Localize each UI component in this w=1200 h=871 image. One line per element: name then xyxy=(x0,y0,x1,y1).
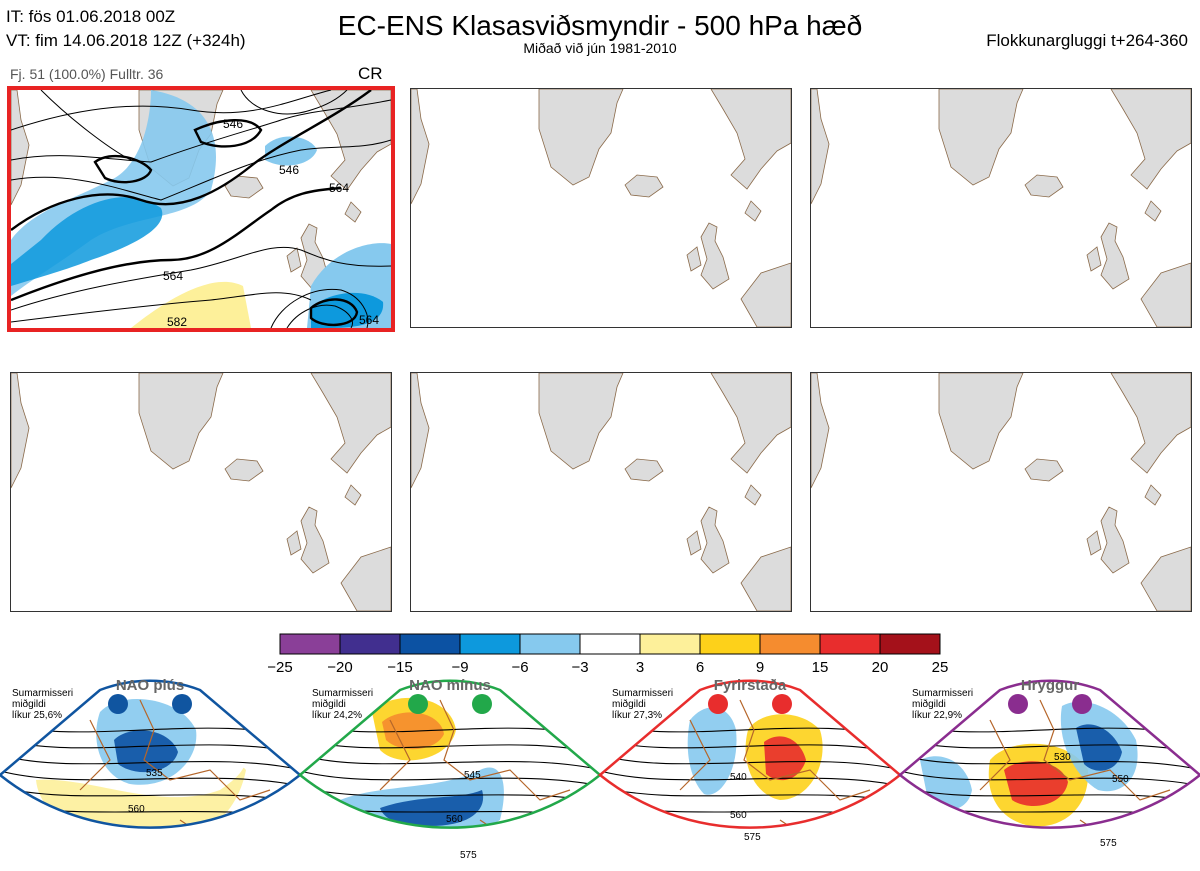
empty-panel-2[interactable] xyxy=(810,88,1192,328)
regime-median: miðgildi xyxy=(12,699,46,710)
classification-window: Flokkunargluggi t+264-360 xyxy=(986,31,1188,50)
main-map-panel[interactable]: 546 546 564 564 564 582 xyxy=(7,86,395,332)
regime-code: CR xyxy=(358,64,383,83)
main-map: 546 546 564 564 564 582 xyxy=(11,90,391,328)
regime-contour-label: 575 xyxy=(460,850,477,861)
colorbar-tick-label: −3 xyxy=(571,659,588,676)
colorbar-tick-label: 15 xyxy=(812,659,829,676)
colorbar-tick-label: −25 xyxy=(267,659,292,676)
regime-contour-label: 540 xyxy=(730,772,747,783)
empty-panel-1[interactable] xyxy=(410,88,792,328)
contour-label: 564 xyxy=(163,269,183,283)
regime-prob: líkur 25,6% xyxy=(12,710,63,721)
regime-contour-label: 545 xyxy=(464,770,481,781)
colorbar-tick-label: 20 xyxy=(872,659,889,676)
empty-panel-5[interactable] xyxy=(810,372,1192,612)
regime-median: miðgildi xyxy=(912,699,946,710)
regime-prob: líkur 22,9% xyxy=(912,710,963,721)
regime-marker-dot xyxy=(108,694,128,714)
regime-title: Hryggur xyxy=(1020,677,1080,694)
header-info: IT: fös 01.06.2018 00Z VT: fim 14.06.201… xyxy=(6,5,246,53)
colorbar-tick-label: 25 xyxy=(932,659,949,676)
contour-label: 582 xyxy=(167,315,187,328)
page-subtitle: Miðað við jún 1981-2010 xyxy=(523,40,677,56)
regime-marker-dot xyxy=(172,694,192,714)
regime-title: Fyrirstaða xyxy=(713,677,787,694)
initial-time: IT: fös 01.06.2018 00Z xyxy=(6,7,176,26)
valid-time: VT: fim 14.06.2018 12Z (+324h) xyxy=(6,31,246,50)
regime-median: miðgildi xyxy=(612,699,646,710)
member-stats: Fj. 51 (100.0%) Fulltr. 36 xyxy=(10,66,164,82)
contour-label: 546 xyxy=(279,163,299,177)
regime-marker-dot xyxy=(772,694,792,714)
colorbar-tick-label: 9 xyxy=(756,659,764,676)
regime-title: NAO mínus xyxy=(409,677,491,694)
empty-panel-4[interactable] xyxy=(410,372,792,612)
regime-contour-label: 530 xyxy=(1054,752,1071,763)
regime-season: Sumarmisseri xyxy=(12,688,74,699)
colorbar-tick-label: −6 xyxy=(511,659,528,676)
regime-marker-dot xyxy=(408,694,428,714)
regime-season: Sumarmisseri xyxy=(312,688,374,699)
regime-marker-dot xyxy=(1072,694,1092,714)
colorbar-tick-label: −20 xyxy=(327,659,352,676)
contour-label: 564 xyxy=(359,313,379,327)
colorbar-tick-label: −15 xyxy=(387,659,412,676)
regime-contour-label: 535 xyxy=(146,768,163,779)
regime-season: Sumarmisseri xyxy=(612,688,674,699)
regime-contour-label: 560 xyxy=(730,810,747,821)
contour-label: 546 xyxy=(223,117,243,131)
regime-contour-label: 560 xyxy=(446,814,463,825)
regime-marker-dot xyxy=(708,694,728,714)
regime-prob: líkur 27,3% xyxy=(612,710,663,721)
regime-contour-label: 550 xyxy=(1112,774,1129,785)
regime-title: NAO plús xyxy=(115,677,185,694)
regime-prob: líkur 24,2% xyxy=(312,710,363,721)
colorbar-tick-label: 3 xyxy=(636,659,644,676)
empty-panel-3[interactable] xyxy=(10,372,392,612)
regime-season: Sumarmisseri xyxy=(912,688,974,699)
regime-contour-label: 560 xyxy=(128,804,145,815)
regime-marker-dot xyxy=(472,694,492,714)
colorbar-swatch xyxy=(879,633,941,655)
regime-contour-label: 575 xyxy=(744,832,761,843)
colorbar-tick-label: 6 xyxy=(696,659,704,676)
regime-median: miðgildi xyxy=(312,699,346,710)
page-title: EC-ENS Klasasviðsmyndir - 500 hPa hæð xyxy=(337,10,863,41)
regime-marker-dot xyxy=(1008,694,1028,714)
colorbar-tick-label: −9 xyxy=(451,659,468,676)
regime-contour-label: 575 xyxy=(1100,838,1117,849)
contour-label: 564 xyxy=(329,181,349,195)
colorbar: −25 −20 −15 −9 −6 −3 3 6 9 15 20 25 xyxy=(267,633,949,676)
